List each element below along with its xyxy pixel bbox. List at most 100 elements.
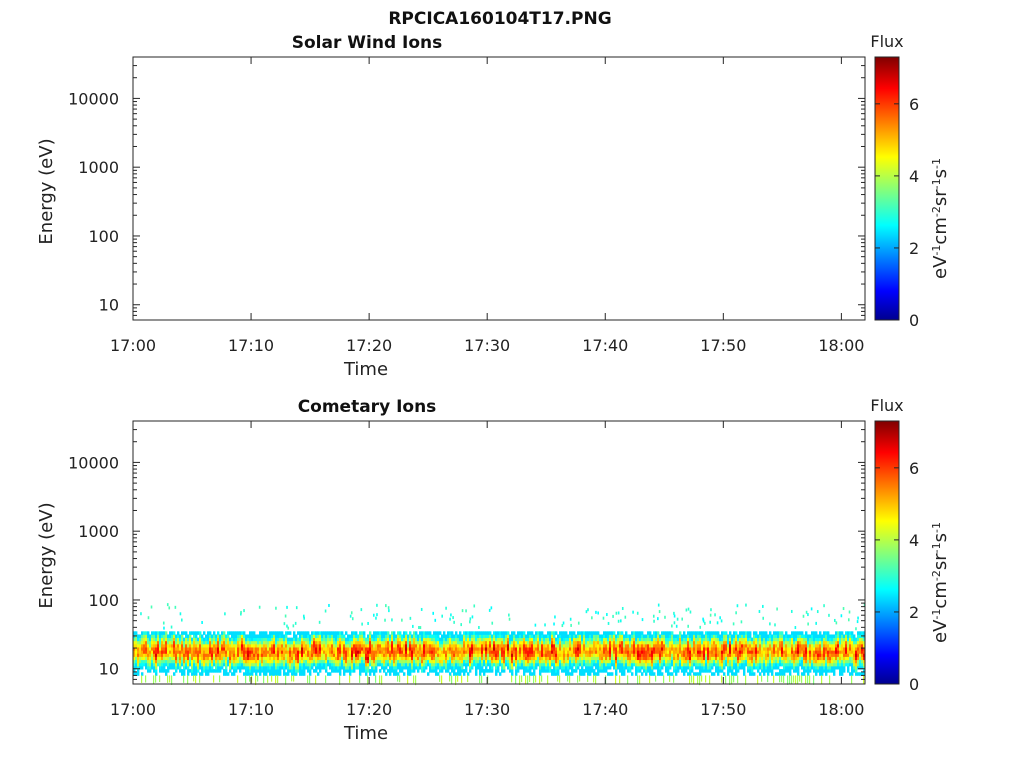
- heatmap-cell: [737, 650, 740, 654]
- heatmap-cell: [697, 634, 700, 639]
- heatmap-cell: [559, 650, 562, 654]
- heatmap-cell: [813, 665, 816, 670]
- heatmap-cell: [141, 647, 144, 651]
- heatmap-cell: [809, 653, 812, 657]
- heatmap-cell: [573, 634, 576, 639]
- heatmap-cell: [589, 640, 592, 645]
- heatmap-cell: [791, 659, 794, 664]
- heatmap-cell: [767, 675, 769, 683]
- heatmap-cell: [489, 659, 492, 664]
- heatmap-cell: [215, 665, 218, 670]
- heatmap-cell: [777, 662, 780, 667]
- heatmap-cell: [809, 647, 812, 651]
- heatmap-cell: [439, 647, 442, 651]
- heatmap-cell: [165, 640, 168, 645]
- heatmap-cell: [561, 669, 564, 673]
- heatmap-cell: [329, 643, 332, 648]
- heatmap-cell: [791, 631, 794, 635]
- heatmap-cell: [217, 640, 220, 645]
- heatmap-cell: [199, 650, 202, 654]
- heatmap-cell: [711, 631, 714, 635]
- heatmap-cell: [377, 653, 380, 657]
- heatmap-cell: [339, 669, 342, 673]
- heatmap-cell: [551, 662, 554, 667]
- heatmap-cell: [307, 640, 310, 645]
- heatmap-cell: [843, 650, 846, 654]
- heatmap-cell: [215, 650, 218, 654]
- heatmap-cell: [319, 634, 322, 639]
- heatmap-cell: [375, 653, 378, 657]
- heatmap-cell: [771, 653, 774, 657]
- heatmap-cell: [389, 672, 392, 676]
- heatmap-cell: [323, 662, 326, 667]
- heatmap-cell: [441, 643, 444, 648]
- heatmap-cell: [749, 662, 752, 667]
- heatmap-cell: [733, 653, 736, 657]
- heatmap-cell: [759, 656, 762, 661]
- heatmap-cell: [545, 662, 548, 667]
- heatmap-cell: [739, 650, 742, 654]
- heatmap-cell: [709, 634, 712, 639]
- heatmap-cell: [567, 653, 570, 657]
- heatmap-cell: [839, 662, 842, 667]
- heatmap-cell: [541, 662, 544, 667]
- heatmap-cell: [799, 637, 802, 642]
- heatmap-cell: [855, 662, 858, 667]
- heatmap-cell: [801, 653, 804, 657]
- heatmap-cell: [815, 640, 818, 645]
- heatmap-cell: [767, 669, 770, 673]
- heatmap-cell: [755, 631, 758, 635]
- heatmap-cell: [293, 643, 296, 648]
- heatmap-cell: [261, 643, 264, 648]
- heatmap-cell: [623, 637, 626, 642]
- heatmap-cell: [839, 640, 842, 645]
- heatmap-cell: [819, 631, 822, 635]
- heatmap-cell: [403, 637, 406, 642]
- heatmap-cell: [719, 662, 722, 667]
- heatmap-cell: [205, 659, 208, 664]
- heatmap-cell: [625, 650, 628, 654]
- heatmap-cell: [287, 665, 290, 670]
- heatmap-cell: [205, 647, 208, 651]
- heatmap-cell: [491, 659, 494, 664]
- heatmap-cell: [419, 650, 422, 654]
- heatmap-cell: [643, 653, 646, 657]
- heatmap-cell: [749, 640, 752, 645]
- heatmap-cell: [163, 665, 166, 670]
- heatmap-cell: [823, 665, 826, 670]
- heatmap-cell: [655, 653, 658, 657]
- heatmap-cell: [357, 637, 360, 642]
- heatmap-cell: [461, 665, 464, 670]
- heatmap-cell: [775, 637, 778, 642]
- heatmap-cell: [783, 672, 786, 676]
- heatmap-cell: [415, 634, 418, 639]
- heatmap-cell: [677, 637, 680, 642]
- heatmap-cell: [211, 643, 214, 648]
- heatmap-cell: [343, 659, 346, 664]
- heatmap-cell: [455, 631, 458, 635]
- heatmap-cell: [603, 650, 606, 654]
- heatmap-cell: [133, 647, 136, 651]
- heatmap-cell: [781, 669, 784, 673]
- heatmap-cell: [375, 640, 378, 645]
- heatmap-cell: [816, 610, 819, 614]
- heatmap-cell: [821, 637, 824, 642]
- heatmap-cell: [481, 656, 484, 661]
- heatmap-cell: [303, 665, 306, 670]
- heatmap-cell: [367, 669, 370, 673]
- heatmap-cell: [639, 640, 642, 645]
- heatmap-cell: [463, 662, 466, 667]
- heatmap-cell: [707, 669, 710, 673]
- heatmap-cell: [169, 650, 172, 654]
- heatmap-cell: [839, 665, 842, 670]
- heatmap-cell: [795, 662, 798, 667]
- heatmap-cell: [757, 653, 760, 657]
- heatmap-cell: [399, 653, 402, 657]
- heatmap-cell: [287, 631, 290, 635]
- heatmap-cell: [467, 659, 470, 664]
- heatmap-cell: [205, 640, 208, 645]
- heatmap-cell: [213, 659, 216, 664]
- heatmap-cell: [513, 653, 516, 657]
- heatmap-cell: [409, 672, 412, 676]
- heatmap-cell: [843, 637, 846, 642]
